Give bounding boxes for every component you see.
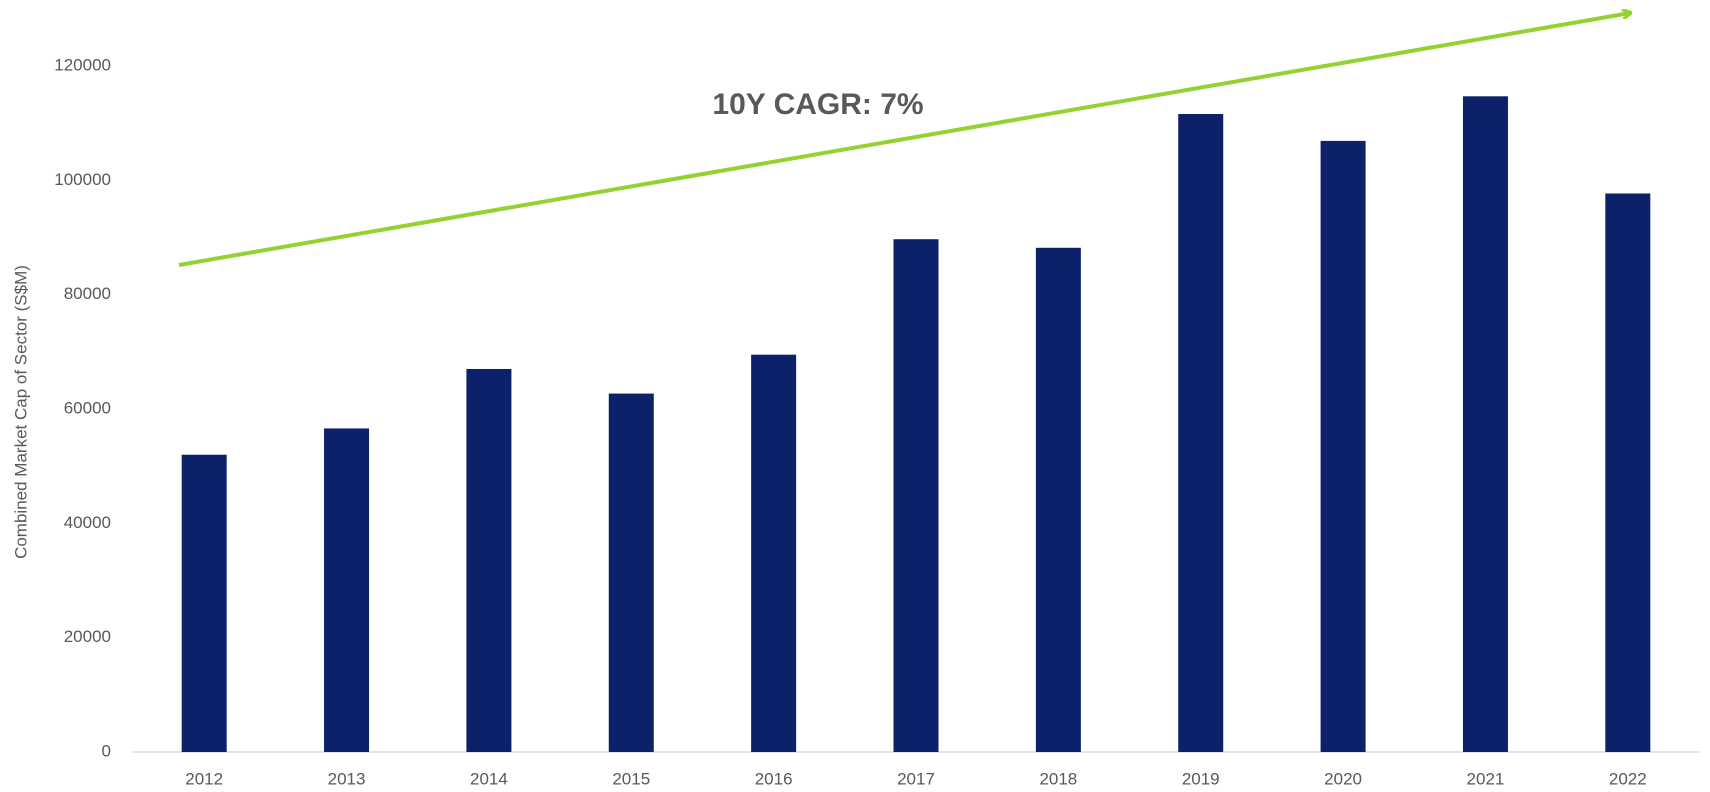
y-tick-label: 40000 [64,513,111,532]
x-tick-label: 2014 [470,769,508,788]
y-tick-label: 120000 [54,55,111,74]
bar [1035,247,1081,753]
x-tick-label: 2019 [1182,769,1220,788]
bar [1462,96,1508,752]
x-tick-label: 2016 [755,769,793,788]
x-tick-label: 2021 [1467,769,1505,788]
x-tick-label: 2022 [1609,769,1647,788]
bar [1320,140,1366,753]
x-tick-label: 2018 [1039,769,1077,788]
x-tick-label: 2015 [612,769,650,788]
x-tick-label: 2017 [897,769,935,788]
x-tick-label: 2013 [328,769,366,788]
y-tick-label: 60000 [64,398,111,417]
y-tick-label: 100000 [54,170,111,189]
y-axis-label: Combined Market Cap of Sector (S$M) [11,265,30,559]
bar [466,368,512,752]
bar [1605,193,1651,752]
bar [1178,114,1224,752]
x-tick-label: 2020 [1324,769,1362,788]
y-tick-label: 20000 [64,627,111,646]
bar [751,354,797,752]
y-tick-label: 0 [102,741,111,760]
y-tick-label: 80000 [64,284,111,303]
bar [181,454,227,752]
bar [608,393,654,752]
trend-arrow [178,13,1630,267]
x-tick-label: 2012 [185,769,223,788]
annotation: 10Y CAGR: 7% [712,88,923,121]
bar [893,239,939,753]
bar [324,428,370,752]
